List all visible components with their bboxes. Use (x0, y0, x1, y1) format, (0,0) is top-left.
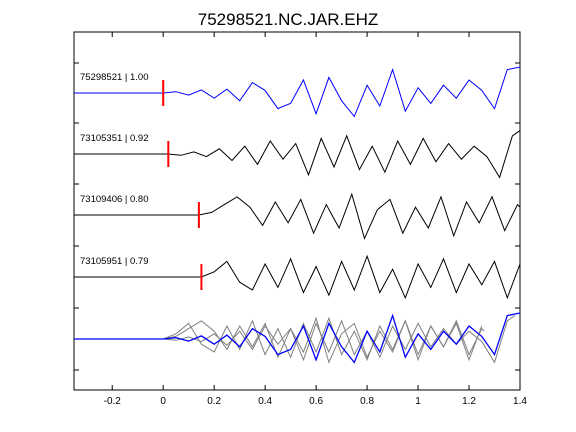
y-ticks (74, 62, 520, 371)
trace-line-1 (74, 66, 521, 118)
x-tick-label: 0.4 (258, 396, 272, 407)
x-tick-label: 1 (415, 396, 421, 407)
plot-frame (73, 31, 521, 391)
stack-trace-1 (74, 312, 521, 364)
trace-label-2: 73105351 | 0.92 (80, 133, 149, 144)
x-tick-label: 0.8 (360, 396, 374, 407)
trace-line-3 (74, 192, 521, 240)
stack-layer (74, 312, 521, 364)
x-axis: -0.2 0 0.2 0.4 0.6 0.8 1 1.2 1.4 (104, 32, 527, 407)
stack-trace-4 (74, 316, 483, 362)
x-tick-label: 0.2 (207, 396, 221, 407)
chart-title: 75298521.NC.JAR.EHZ (198, 10, 378, 29)
x-tick-label: -0.2 (104, 396, 122, 407)
traces-layer: 75298521 | 1.00 73105351 | 0.92 73109406 |… (74, 66, 521, 300)
trace-label-3: 73109406 | 0.80 (80, 194, 149, 205)
trace-label-4: 73105951 | 0.79 (80, 256, 149, 267)
trace-line-4 (74, 254, 521, 300)
x-tick-label: 0 (160, 396, 166, 407)
trace-label-1: 75298521 | 1.00 (80, 72, 149, 83)
x-tick-label: 1.2 (462, 396, 476, 407)
x-tick-label: 0.6 (309, 396, 323, 407)
x-tick-label: 1.4 (513, 396, 527, 407)
trace-line-2 (74, 130, 521, 179)
